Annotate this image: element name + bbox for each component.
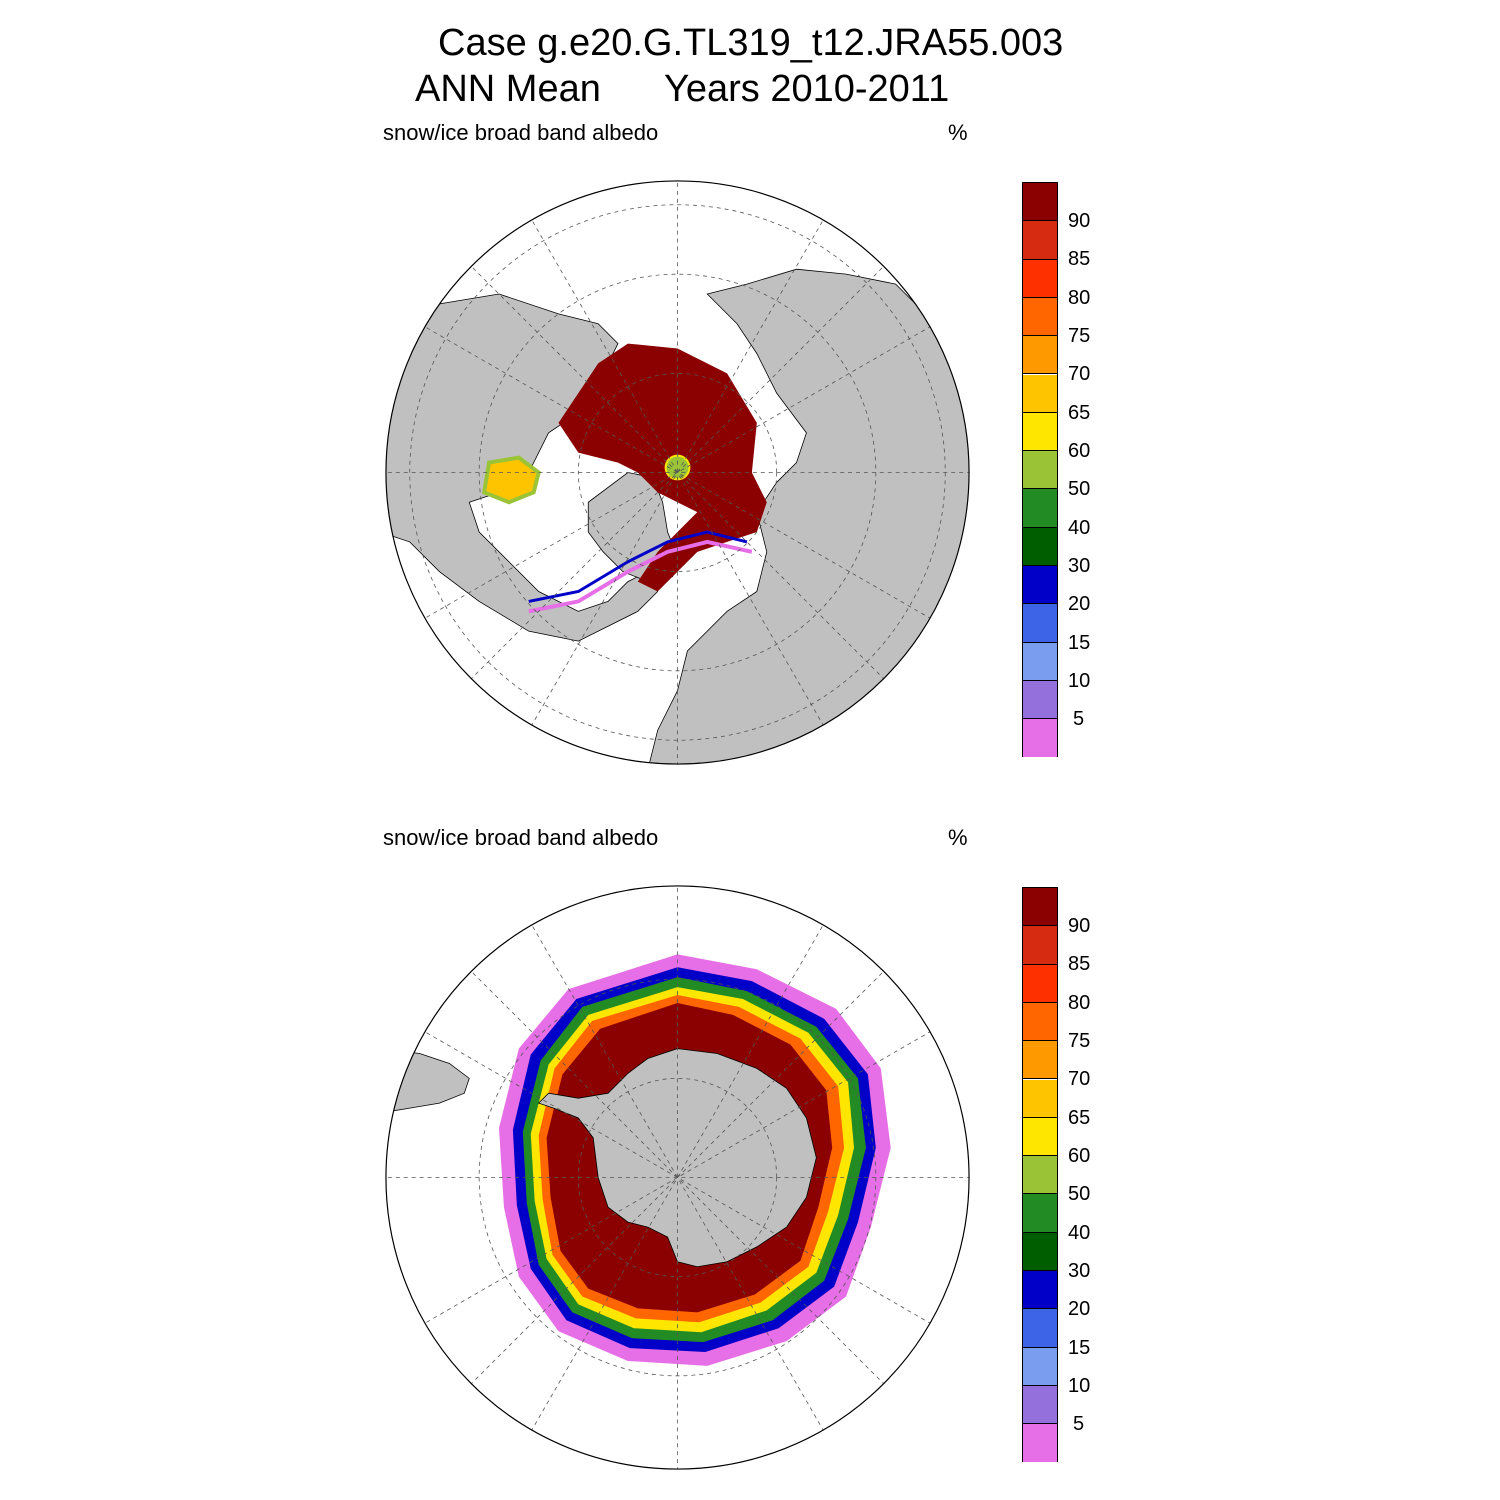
title-line-2-left: ANN Mean (415, 68, 601, 110)
south-cb-label-15: 15 (1068, 1337, 1091, 1359)
south-cb-label-20: 20 (1068, 1298, 1091, 1320)
cb-box (1023, 183, 1057, 222)
cb-box (1023, 1002, 1057, 1042)
south-land-antarctica (537, 1048, 817, 1268)
north-graticule (385, 180, 970, 765)
cb-box (1023, 604, 1057, 643)
south-cb-label-80: 80 (1068, 992, 1091, 1014)
cb-box (1023, 374, 1057, 413)
north-panel: snow/ice broad band albedo % (0, 0, 1500, 765)
south-cb-label-90: 90 (1068, 915, 1091, 937)
cb-box (1023, 926, 1057, 965)
north-variable-label: snow/ice broad band albedo (383, 120, 659, 145)
cb-box (1023, 1041, 1057, 1080)
cb-box (1023, 1385, 1057, 1425)
north-cb-label-65: 65 (1068, 402, 1091, 424)
south-polar-map (385, 885, 970, 1470)
north-cb-label-20: 20 (1068, 593, 1091, 615)
north-cb-label-30: 30 (1068, 555, 1091, 577)
south-units-label: % (948, 825, 968, 850)
cb-box (1023, 566, 1057, 605)
south-colorbar (1022, 887, 1058, 1463)
title-line-1: Case g.e20.G.TL319_t12.JRA55.003 (438, 22, 1064, 64)
north-colorbar (1022, 182, 1058, 758)
cb-box (1023, 1194, 1057, 1233)
cb-box (1023, 489, 1057, 528)
cb-box (1023, 412, 1057, 452)
north-cb-label-10: 10 (1068, 670, 1091, 692)
south-cb-label-75: 75 (1068, 1030, 1091, 1052)
north-cb-label-90: 90 (1068, 210, 1091, 232)
cb-box (1023, 451, 1057, 490)
south-cb-label-50: 50 (1068, 1183, 1091, 1205)
north-land-eurasia (647, 268, 970, 765)
north-polar-map (385, 180, 970, 765)
cb-box (1023, 336, 1057, 375)
south-map-boundary (385, 885, 970, 1470)
cb-box (1023, 527, 1057, 566)
north-cb-label-85: 85 (1068, 248, 1091, 270)
south-cb-label-65: 65 (1068, 1107, 1091, 1129)
south-cb-label-85: 85 (1068, 953, 1091, 975)
north-ice-edge-outer (528, 539, 753, 614)
cb-box (1023, 297, 1057, 337)
cb-box (1023, 221, 1057, 260)
north-ice-edge (528, 530, 748, 603)
south-cb-label-5: 5 (1073, 1413, 1085, 1435)
title-line-2-right: Years 2010-2011 (664, 68, 950, 110)
south-cb-label-70: 70 (1068, 1068, 1091, 1090)
north-cb-label-5: 5 (1073, 708, 1085, 730)
south-cb-label-40: 40 (1068, 1222, 1091, 1244)
cb-box (1023, 1232, 1057, 1271)
north-units-label: % (948, 120, 968, 145)
north-cb-label-70: 70 (1068, 363, 1091, 385)
north-sea-ice (558, 343, 767, 592)
cb-box (1023, 1156, 1057, 1195)
cb-box (1023, 1271, 1057, 1310)
south-cb-label-30: 30 (1068, 1260, 1091, 1282)
cb-box (1023, 719, 1057, 758)
north-map-boundary (385, 180, 970, 765)
north-cb-label-75: 75 (1068, 325, 1091, 347)
north-cb-label-80: 80 (1068, 287, 1091, 309)
south-cb-label-60: 60 (1068, 1145, 1091, 1167)
cb-box (1023, 1117, 1057, 1157)
cb-box (1023, 1347, 1057, 1386)
cb-box (1023, 1424, 1057, 1463)
south-panel: snow/ice broad band albedo % (0, 705, 1500, 1470)
north-cb-label-60: 60 (1068, 440, 1091, 462)
north-cb-label-50: 50 (1068, 478, 1091, 500)
cb-box (1023, 888, 1057, 927)
north-cb-label-15: 15 (1068, 632, 1091, 654)
south-variable-label: snow/ice broad band albedo (383, 825, 659, 850)
cb-box (1023, 642, 1057, 681)
cb-box (1023, 259, 1057, 298)
cb-box (1023, 1079, 1057, 1118)
cb-box (1023, 680, 1057, 720)
cb-box (1023, 964, 1057, 1003)
north-hudson-bay-ice (481, 455, 541, 505)
south-graticule (385, 885, 970, 1470)
cb-box (1023, 1309, 1057, 1348)
north-cb-label-40: 40 (1068, 517, 1091, 539)
south-cb-label-10: 10 (1068, 1375, 1091, 1397)
